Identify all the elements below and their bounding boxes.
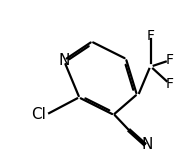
- Text: F: F: [165, 53, 173, 67]
- Text: N: N: [141, 137, 152, 152]
- Text: Cl: Cl: [32, 107, 46, 122]
- Text: F: F: [147, 29, 155, 43]
- Text: F: F: [165, 77, 173, 91]
- Text: N: N: [58, 53, 70, 68]
